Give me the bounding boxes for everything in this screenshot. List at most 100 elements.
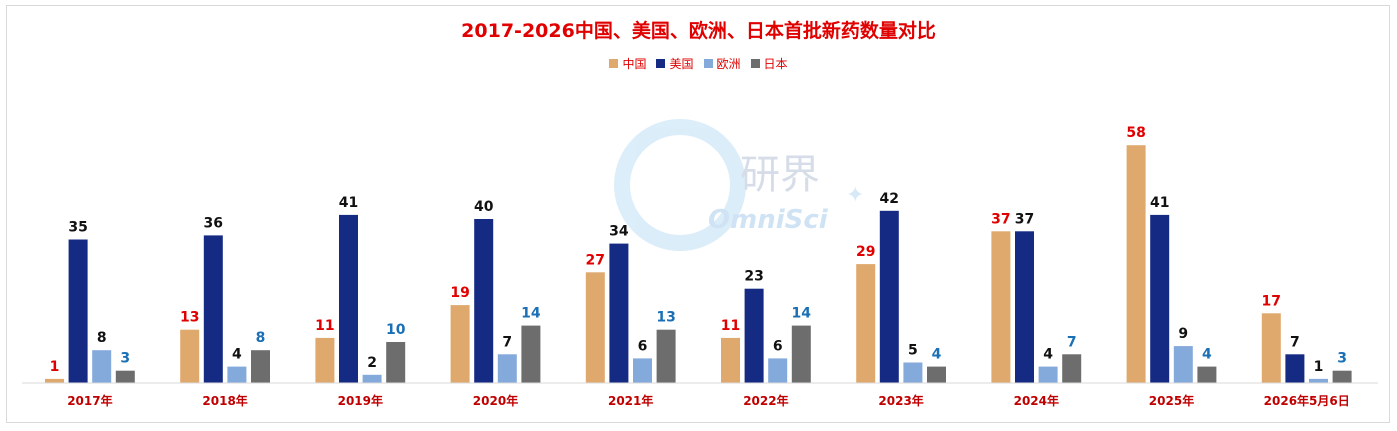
data-label: 37 xyxy=(991,211,1010,227)
data-label: 23 xyxy=(744,269,763,285)
chart-legend: 中国 美国 欧洲 日本 xyxy=(0,55,1397,72)
data-label: 14 xyxy=(521,306,541,322)
data-label: 13 xyxy=(180,310,199,326)
data-label: 34 xyxy=(609,224,629,240)
omnisci-watermark: OmniSci 研界 ✦ xyxy=(614,119,864,251)
bar-日本-6 xyxy=(927,366,946,383)
bar-日本-2 xyxy=(386,342,406,383)
data-label: 1 xyxy=(1314,359,1324,375)
data-label: 8 xyxy=(256,330,266,346)
bar-中国-5 xyxy=(721,337,740,383)
bar-中国-0 xyxy=(45,378,64,383)
x-tick-label: 2024年 xyxy=(1014,393,1059,408)
bar-欧洲-9 xyxy=(1309,378,1328,383)
bar-美国-6 xyxy=(879,210,899,383)
legend-item-0: 中国 xyxy=(609,55,646,72)
data-label: 6 xyxy=(773,338,783,354)
legend-label: 欧洲 xyxy=(716,57,741,71)
bar-中国-1 xyxy=(180,329,200,383)
data-label: 13 xyxy=(656,310,675,326)
legend-label: 日本 xyxy=(763,57,788,71)
bar-美国-1 xyxy=(203,235,223,383)
bar-欧洲-8 xyxy=(1173,346,1193,383)
bar-日本-8 xyxy=(1197,366,1217,383)
data-label: 11 xyxy=(721,318,740,334)
legend-swatch xyxy=(656,59,666,68)
bar-美国-5 xyxy=(744,288,764,383)
x-tick-label: 2017年 xyxy=(67,393,112,408)
x-tick-label: 2025年 xyxy=(1149,393,1194,408)
legend-label: 中国 xyxy=(622,57,647,71)
bar-欧洲-4 xyxy=(633,358,652,383)
data-label: 10 xyxy=(386,322,406,338)
bar-日本-7 xyxy=(1062,354,1082,383)
bar-中国-6 xyxy=(856,264,876,383)
bar-欧洲-7 xyxy=(1038,366,1058,383)
bar-美国-8 xyxy=(1150,214,1170,383)
watermark-logo-ring xyxy=(614,119,746,251)
data-label: 35 xyxy=(68,220,87,236)
data-label: 11 xyxy=(315,318,334,334)
x-tick-label: 2018年 xyxy=(202,393,247,408)
data-label: 58 xyxy=(1126,125,1145,141)
bar-美国-7 xyxy=(1015,231,1034,383)
data-label: 7 xyxy=(1290,334,1300,350)
data-label: 8 xyxy=(97,330,107,346)
chart-title: 2017-2026中国、美国、欧洲、日本首批新药数量对比 xyxy=(461,20,936,42)
legend-swatch xyxy=(609,59,619,68)
data-label: 36 xyxy=(204,215,223,231)
bar-中国-2 xyxy=(315,337,335,383)
x-tick-label: 2021年 xyxy=(608,393,653,408)
data-label: 4 xyxy=(932,347,942,363)
bar-欧洲-6 xyxy=(903,362,923,383)
bar-中国-7 xyxy=(991,231,1011,383)
data-label: 37 xyxy=(1015,211,1034,227)
bar-美国-2 xyxy=(339,214,358,383)
legend-swatch xyxy=(750,59,760,68)
data-label: 6 xyxy=(638,338,648,354)
watermark-text-cn: 研界 xyxy=(740,152,820,198)
data-label: 27 xyxy=(586,252,605,268)
bar-中国-3 xyxy=(450,305,470,383)
bar-美国-3 xyxy=(474,219,494,383)
legend-label: 美国 xyxy=(669,57,694,71)
x-tick-label: 2019年 xyxy=(338,393,383,408)
data-label: 41 xyxy=(339,195,358,211)
data-label: 3 xyxy=(1337,351,1347,367)
data-label: 7 xyxy=(502,334,512,350)
legend-swatch xyxy=(703,59,713,68)
x-tick-label: 2026年5月6日 xyxy=(1264,393,1350,408)
bar-日本-3 xyxy=(521,325,541,383)
bar-欧洲-5 xyxy=(768,358,788,383)
watermark-text-en: OmniSci xyxy=(708,205,829,235)
bar-欧洲-1 xyxy=(227,366,247,383)
data-label: 5 xyxy=(908,343,918,359)
bar-美国-4 xyxy=(609,243,629,383)
data-label: 7 xyxy=(1067,334,1077,350)
bar-欧洲-2 xyxy=(362,374,382,383)
bar-日本-5 xyxy=(791,325,811,383)
data-label: 29 xyxy=(856,244,875,260)
bar-欧洲-3 xyxy=(497,354,517,383)
bar-日本-4 xyxy=(656,329,676,383)
data-label: 4 xyxy=(232,347,242,363)
data-label: 19 xyxy=(450,285,469,301)
data-label: 41 xyxy=(1150,195,1169,211)
bar-日本-0 xyxy=(115,370,135,383)
bar-美国-0 xyxy=(68,239,88,383)
data-label: 1 xyxy=(50,359,60,375)
data-label: 3 xyxy=(120,351,130,367)
data-label: 9 xyxy=(1178,326,1188,342)
x-tick-label: 2022年 xyxy=(743,393,788,408)
bar-中国-8 xyxy=(1126,145,1146,383)
bar-中国-9 xyxy=(1261,313,1281,383)
data-label: 17 xyxy=(1262,293,1281,309)
data-label: 42 xyxy=(880,191,899,207)
data-label: 40 xyxy=(474,199,494,215)
bar-美国-9 xyxy=(1285,354,1305,383)
bar-中国-4 xyxy=(585,272,605,383)
legend-item-1: 美国 xyxy=(656,55,694,72)
x-tick-label: 2023年 xyxy=(878,393,923,408)
data-label: 14 xyxy=(792,306,812,322)
legend-item-2: 欧洲 xyxy=(703,55,741,72)
